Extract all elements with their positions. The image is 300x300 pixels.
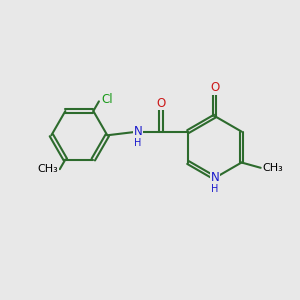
Text: Cl: Cl	[101, 92, 113, 106]
Text: H: H	[211, 184, 218, 194]
Text: N: N	[210, 172, 219, 184]
Text: CH₃: CH₃	[37, 164, 58, 174]
Text: N: N	[134, 125, 142, 138]
Text: H: H	[134, 138, 142, 148]
Text: O: O	[210, 81, 219, 94]
Text: CH₃: CH₃	[263, 163, 284, 173]
Text: O: O	[156, 97, 166, 110]
